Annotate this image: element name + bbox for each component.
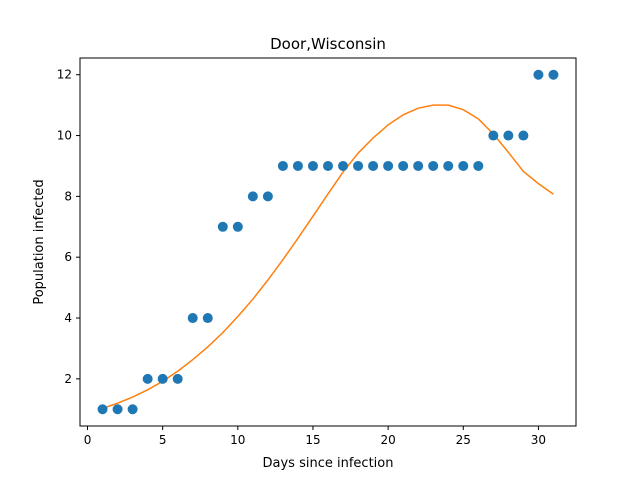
data-point xyxy=(353,160,364,171)
data-point xyxy=(383,160,394,171)
data-point xyxy=(473,160,484,171)
y-axis: 2 4 6 8 10 12 xyxy=(57,68,80,386)
x-axis: 0 5 10 15 20 25 30 xyxy=(84,426,546,447)
data-point xyxy=(157,373,168,384)
y-tick-label: 12 xyxy=(57,68,72,82)
data-point xyxy=(142,373,153,384)
x-tick-label: 10 xyxy=(230,433,245,447)
x-tick-label: 30 xyxy=(531,433,546,447)
y-tick-label: 4 xyxy=(64,311,72,325)
x-tick-label: 25 xyxy=(456,433,471,447)
y-tick-label: 10 xyxy=(57,129,72,143)
data-point xyxy=(247,191,258,202)
data-point xyxy=(172,373,183,384)
data-point xyxy=(443,160,454,171)
data-point xyxy=(97,404,108,415)
data-point xyxy=(368,160,379,171)
fit-line xyxy=(102,104,554,410)
data-point xyxy=(277,160,288,171)
data-point xyxy=(232,221,243,232)
data-point xyxy=(338,160,349,171)
data-point xyxy=(413,160,424,171)
data-point xyxy=(202,313,213,324)
x-axis-title: Days since infection xyxy=(263,456,394,471)
data-point xyxy=(262,191,273,202)
x-tick-label: 20 xyxy=(380,433,395,447)
chart-title: Door,Wisconsin xyxy=(270,35,386,53)
data-point xyxy=(518,130,529,141)
data-point xyxy=(488,130,499,141)
x-tick-label: 5 xyxy=(159,433,167,447)
y-tick-label: 2 xyxy=(64,372,72,386)
data-point xyxy=(428,160,439,171)
data-point xyxy=(307,160,318,171)
data-point xyxy=(398,160,409,171)
data-point xyxy=(458,160,469,171)
data-point xyxy=(112,404,123,415)
x-tick-label: 15 xyxy=(305,433,320,447)
plot-area xyxy=(97,69,559,415)
data-point xyxy=(127,404,138,415)
data-point xyxy=(548,69,559,80)
data-point xyxy=(217,221,228,232)
data-point xyxy=(503,130,514,141)
plot-frame xyxy=(79,57,577,427)
data-point xyxy=(533,69,544,80)
data-point xyxy=(187,313,198,324)
data-point xyxy=(292,160,303,171)
y-tick-label: 8 xyxy=(64,189,72,203)
data-point xyxy=(323,160,333,171)
y-tick-label: 6 xyxy=(64,250,72,264)
y-axis-title: Population infected xyxy=(32,179,47,304)
x-tick-label: 0 xyxy=(84,433,92,447)
